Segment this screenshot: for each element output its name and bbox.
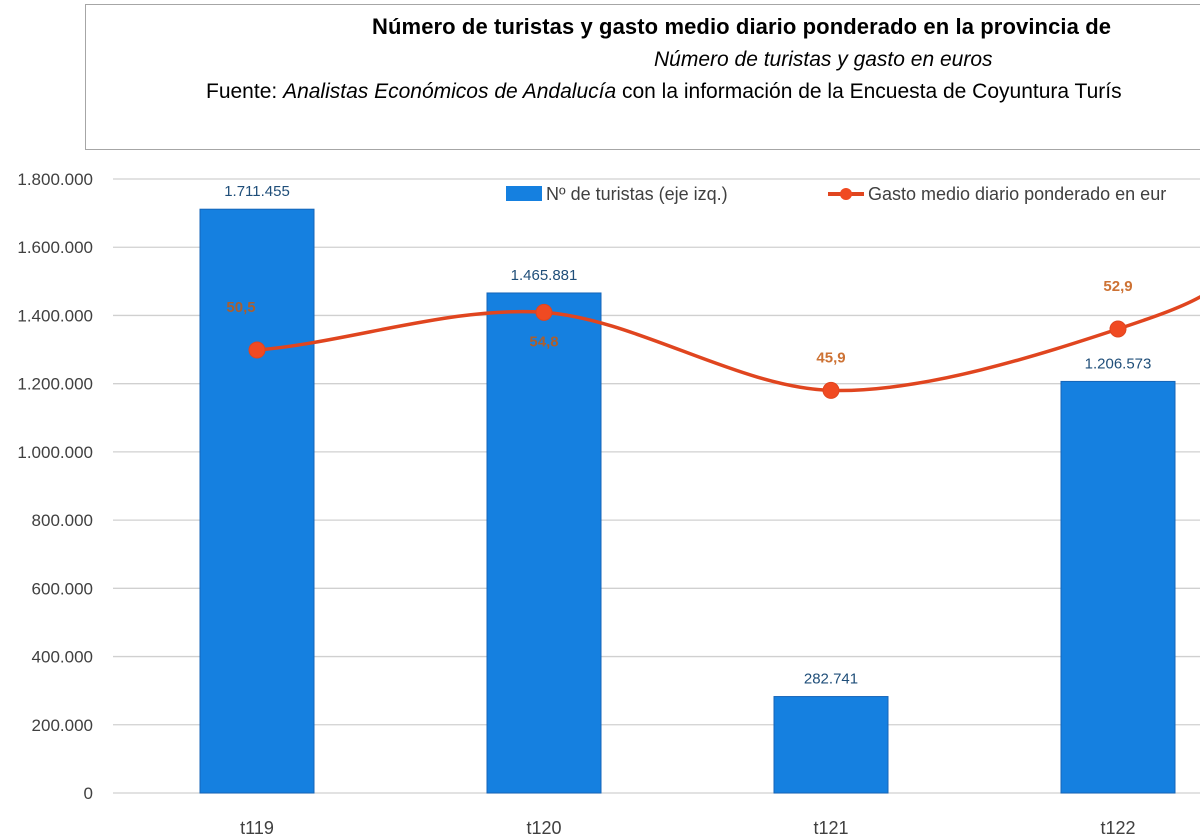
bar-labels: 1.711.455 1.465.881 282.741 1.206.573 [224,183,1151,687]
x-tick-label: t120 [526,818,561,838]
y-tick-label: 1.200.000 [17,375,93,394]
line-value-label: 52,9 [1103,278,1132,295]
x-tick-label: t122 [1100,818,1135,838]
line-labels: 50,5 54,8 45,9 52,9 [226,278,1132,366]
y-tick-label: 0 [84,784,93,803]
bar-value-label: 1.711.455 [224,183,290,200]
y-tick-label: 1.800.000 [17,170,93,189]
y-tick-label: 1.400.000 [17,306,93,325]
bar-t121 [773,696,889,794]
line-marker-t120 [535,303,553,321]
bar-t119 [199,208,315,794]
bar-value-label: 282.741 [804,671,858,688]
bar-value-label: 1.206.573 [1085,355,1152,372]
legend: Nº de turistas (eje izq.) Gasto medio di… [506,184,1166,204]
line-value-label: 45,9 [816,349,845,366]
chart-subtitle: Número de turistas y gasto en euros [654,48,993,71]
line-value-label: 50,5 [226,299,255,316]
chart-source: Fuente: Analistas Económicos de Andalucí… [206,80,1122,104]
chart-title-box [85,4,1200,150]
y-tick-label: 400.000 [32,648,93,667]
legend-line-label: Gasto medio diario ponderado en eur [868,184,1166,204]
y-tick-label: 1.000.000 [17,443,93,462]
source-rest: con la información de la Encuesta de Coy… [616,80,1122,103]
x-axis-ticks: t119 t120 t121 t122 [240,818,1135,838]
y-tick-label: 600.000 [32,579,93,598]
x-tick-label: t121 [813,818,848,838]
line-gasto-medio [255,295,1200,393]
line-marker-t122 [1109,320,1127,338]
bar-series [199,208,1176,794]
y-tick-label: 1.600.000 [17,238,93,257]
x-tick-label: t119 [240,818,274,838]
line-series [248,295,1200,399]
y-tick-label: 800.000 [32,511,93,530]
bar-t122 [1060,380,1176,794]
line-marker-t121 [822,381,840,399]
legend-line-marker [840,188,852,200]
source-author: Analistas Económicos de Andalucía [283,80,617,103]
chart-title: Número de turistas y gasto medio diario … [372,14,1112,39]
legend-bar-swatch [506,186,542,201]
legend-bar-label: Nº de turistas (eje izq.) [546,184,728,204]
bar-value-label: 1.465.881 [511,267,578,284]
line-value-label: 54,8 [529,333,558,350]
source-prefix: Fuente: [206,80,284,103]
bar-t120 [486,292,602,794]
y-axis-ticks: 0 200.000 400.000 600.000 800.000 1.000.000 1.… [17,170,93,803]
y-tick-label: 200.000 [32,716,93,735]
line-marker-t119 [248,341,266,359]
